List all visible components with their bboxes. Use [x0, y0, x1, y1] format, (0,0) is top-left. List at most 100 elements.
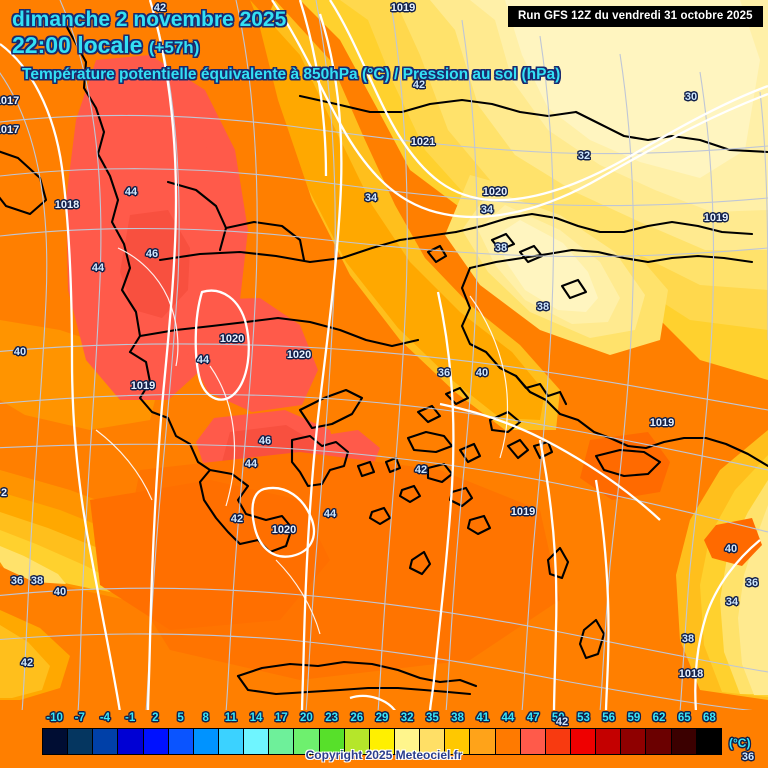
isotherm-label: 34	[480, 204, 494, 216]
color-swatch[interactable]	[218, 729, 245, 754]
isotherm-label: 38	[536, 301, 550, 313]
color-swatch[interactable]	[495, 729, 521, 754]
orange-blob-se	[704, 518, 762, 566]
color-swatch[interactable]	[520, 729, 546, 754]
forecast-date-label: dimanche 2 novembre 2025	[12, 8, 287, 31]
isobar-label: 1021	[410, 136, 436, 148]
color-scale-tick: 68	[703, 712, 716, 724]
color-scale-tick: 65	[677, 712, 691, 724]
color-swatch[interactable]	[420, 729, 446, 754]
isotherm-label: 36	[745, 577, 759, 589]
color-swatch[interactable]	[696, 729, 721, 754]
weather-map-canvas[interactable]	[0, 0, 768, 710]
isotherm-label: 40	[53, 586, 67, 598]
copyright-label: Copyright 2025 Meteociel.fr	[305, 748, 463, 762]
color-swatch[interactable]	[344, 729, 370, 754]
color-scale-tick: 56	[602, 712, 616, 724]
color-scale-tick: 26	[350, 712, 364, 724]
isotherm-label: 42	[153, 2, 167, 14]
color-scale-tick: 50	[551, 712, 565, 724]
color-swatch[interactable]	[319, 729, 345, 754]
legend-overlay-label: 42	[555, 716, 569, 728]
forecast-time-text: 22:00 locale	[12, 32, 143, 58]
isotherm-label: 42	[412, 79, 426, 91]
band-22-28	[505, 0, 760, 178]
color-scale-tick: 53	[577, 712, 590, 724]
isotherm-label: 40	[475, 367, 489, 379]
color-swatch[interactable]	[470, 729, 496, 754]
color-swatch[interactable]	[394, 729, 421, 754]
color-swatch[interactable]	[570, 729, 597, 754]
color-swatch[interactable]	[621, 729, 647, 754]
color-scale-tick: 38	[451, 712, 464, 724]
isotherm-label: 36	[437, 367, 451, 379]
color-scale-tick: -7	[74, 712, 85, 724]
band-37-41	[262, 0, 560, 430]
color-scale-tick: 17	[274, 712, 288, 724]
isobar-label: 1020	[271, 524, 297, 536]
color-scale-tick: 29	[375, 712, 389, 724]
color-swatch[interactable]	[269, 729, 295, 754]
isobar-label: 1020	[286, 349, 312, 361]
isotherm-label: 34	[364, 192, 378, 204]
model-run-badge: Run GFS 12Z du vendredi 31 octobre 2025	[508, 6, 763, 27]
color-swatch[interactable]	[118, 729, 144, 754]
color-swatch[interactable]	[294, 729, 320, 754]
color-swatch[interactable]	[43, 729, 69, 754]
band-33-35-west	[0, 546, 66, 584]
map-svg	[0, 0, 768, 710]
isobar-label: 1020	[482, 186, 508, 198]
color-scale-tick: 47	[526, 712, 540, 724]
parameter-description-label: Température potentielle équivalente à 85…	[22, 66, 561, 83]
isotherm-label: 30	[684, 91, 698, 103]
isotherm-label: 44	[196, 354, 210, 366]
color-scale-tick: 8	[202, 712, 209, 724]
color-swatch[interactable]	[596, 729, 622, 754]
color-scale-tick: 20	[300, 712, 313, 724]
isobar-label: 1017	[0, 124, 20, 136]
isotherm-label: 44	[124, 186, 138, 198]
color-swatch[interactable]	[168, 729, 194, 754]
color-swatch[interactable]	[244, 729, 270, 754]
band-se-gold4	[738, 505, 768, 695]
isotherm-label: 42	[20, 657, 34, 669]
color-scale-tick: 62	[652, 712, 666, 724]
internal-boundaries-group	[95, 247, 509, 635]
color-swatch[interactable]	[143, 729, 169, 754]
isobar-label: 2	[0, 487, 8, 499]
isobars-white-group	[0, 0, 768, 710]
isobar-label: 1019	[703, 212, 729, 224]
color-scale-tick: -4	[99, 712, 111, 724]
isotherm-label: 44	[244, 458, 258, 470]
color-scale-bar[interactable]	[42, 728, 722, 755]
color-scale-unit-label: (°C)	[729, 736, 751, 750]
color-scale-tick: 5	[177, 712, 184, 724]
color-swatch[interactable]	[93, 729, 119, 754]
color-scale-tick: 35	[425, 712, 439, 724]
orange-blob-cyprus	[580, 432, 670, 500]
isotherm-label: 38	[30, 575, 44, 587]
band-39-43	[250, 0, 545, 420]
isotherm-label: 38	[494, 242, 508, 254]
isotherm-label: 44	[91, 262, 105, 274]
color-swatch[interactable]	[369, 729, 395, 754]
isobar-label: 1019	[390, 2, 416, 14]
color-swatch[interactable]	[545, 729, 571, 754]
color-scale-tick: 32	[400, 712, 414, 724]
isobar-label: 1020	[219, 333, 245, 345]
color-swatch[interactable]	[68, 729, 94, 754]
color-swatch[interactable]	[671, 729, 697, 754]
isotherm-label: 42	[414, 464, 428, 476]
aegean-pale-core2	[497, 220, 598, 312]
color-swatch[interactable]	[646, 729, 672, 754]
isobar-label: 1018	[54, 199, 80, 211]
color-swatch[interactable]	[445, 729, 471, 754]
isotherm-label: 38	[681, 633, 695, 645]
color-scale-legend[interactable]: -10 -7 -4 -1 2 5 8 11 14 17 20 23 26 29 32 35 38 41 44 47 50…	[0, 710, 768, 768]
isotherm-label: 40	[13, 346, 27, 358]
color-swatch[interactable]	[193, 729, 219, 754]
isotherm-label: 34	[725, 596, 739, 608]
color-scale-tick: 23	[325, 712, 339, 724]
color-scale-tick: 44	[501, 712, 515, 724]
